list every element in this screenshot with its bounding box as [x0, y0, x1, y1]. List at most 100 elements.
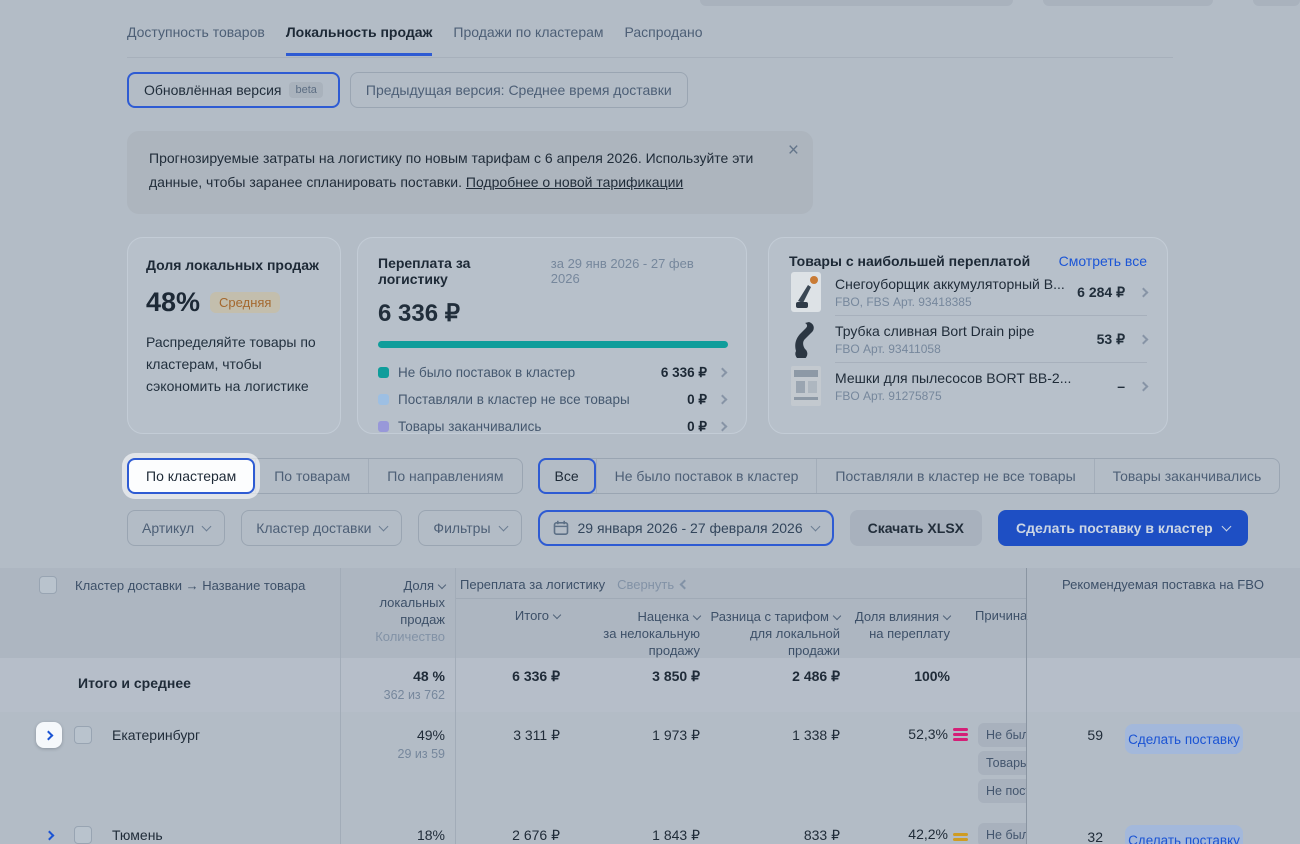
tabs-divider: [127, 57, 1173, 58]
segment-no-supplies[interactable]: Не было поставок в кластер: [595, 459, 817, 493]
sku-dropdown-label: Артикул: [142, 520, 195, 536]
collapse-link[interactable]: Свернуть: [617, 577, 690, 592]
overpay-period: за 29 янв 2026 - 27 фев 2026: [550, 256, 694, 286]
delivery-cluster-dropdown[interactable]: Кластер доставки: [241, 510, 403, 546]
banner-link[interactable]: Подробнее о новой тарификации: [465, 174, 684, 190]
chevron-down-icon: [378, 521, 389, 532]
sku-dropdown[interactable]: Артикул: [127, 510, 226, 546]
reason-tag: Товары заканчивались: [978, 751, 1026, 775]
version-toggle: Обновлённая версия beta Предыдущая верси…: [127, 72, 688, 108]
row-total: 2 676 ₽: [512, 827, 560, 843]
cluster-name: Екатеринбург: [112, 727, 201, 743]
table-row: Екатеринбург 49% 29 из 59 3 311 ₽ 1 973 …: [0, 712, 1300, 816]
column-markup-header[interactable]: Наценка за нелокальную продажу: [603, 609, 702, 658]
product-texts: Снегоуборщик аккумуляторный B... FBO, FB…: [835, 276, 1065, 309]
filter-row-grouping: По кластерам По товарам По направлениям …: [127, 458, 1281, 494]
filters-label: Фильтры: [433, 520, 491, 536]
make-supply-button[interactable]: Сделать поставку: [1125, 724, 1243, 754]
overpay-value: 6 336 ₽: [378, 300, 460, 327]
row-checkbox[interactable]: [74, 726, 92, 744]
chevron-down-icon: [201, 521, 212, 532]
overpay-group-label: Переплата за логистику: [460, 577, 606, 592]
summary-share: 48 %: [413, 668, 445, 684]
segment-partial-supplies[interactable]: Поставляли в кластер не все товары: [816, 459, 1093, 493]
impact-level-high-icon: [953, 727, 968, 741]
segment-all[interactable]: Все: [537, 458, 596, 494]
tab-sold-out[interactable]: Распродано: [624, 24, 703, 40]
sort-icon: [437, 580, 447, 590]
column-share-header[interactable]: Доля локальных продаж Количество: [375, 578, 447, 644]
previous-version-label: Предыдущая версия: Среднее время доставк…: [365, 82, 672, 98]
updated-version-button[interactable]: Обновлённая версия beta: [127, 72, 340, 108]
delivery-cluster-label: Кластер доставки: [256, 520, 372, 536]
segment-by-directions[interactable]: По направлениям: [368, 459, 521, 493]
local-share-card: Доля локальных продаж 48% Средняя Распре…: [127, 237, 341, 434]
column-border: [340, 568, 341, 844]
impact-level-medium-icon: [953, 828, 968, 841]
download-xlsx-label: Скачать XLSX: [867, 520, 964, 536]
clipped-top-element: [700, 0, 1013, 6]
tab-availability[interactable]: Доступность товаров: [127, 24, 265, 40]
group-divider: [455, 598, 1026, 599]
filters-dropdown[interactable]: Фильтры: [418, 510, 522, 546]
product-overpay-value: 6 284 ₽: [1077, 283, 1125, 300]
clipped-top-element: [1043, 0, 1213, 6]
row-reasons: Не было поставок в кластер: [978, 823, 1026, 844]
legend-row-no-supplies[interactable]: Не было поставок в кластер 6 336 ₽: [378, 359, 728, 386]
local-share-title: Доля локальных продаж: [146, 257, 319, 273]
product-row[interactable]: Мешки для пылесосов BORT BB-2... FBO Арт…: [789, 363, 1149, 409]
overpay-legend: Не было поставок в кластер 6 336 ₽ Поста…: [378, 359, 728, 440]
summary-impact: 100%: [914, 668, 950, 684]
legend-row-partial-supplies[interactable]: Поставляли в кластер не все товары 0 ₽: [378, 386, 728, 413]
legend-label: Не было поставок в кластер: [398, 365, 576, 380]
expand-row-button[interactable]: [43, 828, 57, 842]
make-supply-button[interactable]: Сделать поставку: [1125, 825, 1243, 844]
see-all-link[interactable]: Смотреть все: [1058, 253, 1147, 269]
supply-to-cluster-button[interactable]: Сделать поставку в кластер: [998, 510, 1248, 546]
blue-dot-icon: [378, 394, 389, 405]
tab-bar: Доступность товаров Локальность продаж П…: [127, 24, 703, 56]
summary-row: Итого и среднее 48 % 362 из 762 6 336 ₽ …: [0, 658, 1300, 712]
tab-locality[interactable]: Локальность продаж: [285, 24, 433, 56]
status-badge: Средняя: [210, 292, 281, 313]
legend-value: 0 ₽: [687, 391, 707, 407]
product-image-snowblower: [789, 271, 823, 313]
product-row[interactable]: Трубка сливная Bort Drain pipe FBO Арт. …: [789, 316, 1149, 362]
column-border: [455, 568, 456, 844]
legend-row-out-of-stock[interactable]: Товары заканчивались 0 ₽: [378, 413, 728, 440]
close-icon[interactable]: ×: [787, 140, 799, 161]
product-row[interactable]: Снегоуборщик аккумуляторный B... FBO, FB…: [789, 269, 1149, 315]
row-reasons: Не было поставок в кластер Товары заканч…: [978, 723, 1026, 803]
purple-dot-icon: [378, 421, 389, 432]
local-share-value: 48%: [146, 287, 201, 317]
row-markup: 1 843 ₽: [652, 827, 700, 843]
segment-by-products[interactable]: По товарам: [255, 459, 368, 493]
column-total-header[interactable]: Итого: [455, 608, 562, 623]
row-total: 3 311 ₽: [513, 727, 560, 743]
product-overpay-value: 53 ₽: [1096, 330, 1125, 347]
product-image-drain-pipe: [789, 318, 823, 360]
select-all-checkbox[interactable]: [39, 576, 57, 594]
table-header: Кластер доставки → Название товара Доля …: [0, 568, 1300, 658]
segment-out-of-stock[interactable]: Товары заканчивались: [1093, 459, 1280, 493]
previous-version-button[interactable]: Предыдущая версия: Среднее время доставк…: [349, 72, 688, 108]
summary-share-count: 362 из 762: [383, 688, 445, 702]
segment-by-clusters[interactable]: По кластерам: [127, 458, 256, 494]
reason-segments: Все Не было поставок в кластер Поставлял…: [537, 458, 1281, 494]
row-markup: 1 973 ₽: [652, 727, 700, 743]
date-range-picker[interactable]: 29 января 2026 - 27 февраля 2026: [537, 510, 834, 546]
product-meta: FBO, FBS Арт. 93418385: [835, 294, 972, 309]
column-diff-header[interactable]: Разница с тарифом для локальной продажи: [710, 609, 842, 658]
row-checkbox[interactable]: [74, 826, 92, 844]
chevron-left-icon: [679, 579, 690, 590]
column-impact-header[interactable]: Доля влияния на переплату: [854, 609, 952, 641]
date-range-value: 29 января 2026 - 27 февраля 2026: [577, 520, 803, 536]
download-xlsx-button[interactable]: Скачать XLSX: [849, 510, 982, 546]
tab-cluster-sales[interactable]: Продажи по кластерам: [453, 24, 604, 40]
expand-row-button[interactable]: [36, 722, 62, 748]
summary-total: 6 336 ₽: [512, 668, 560, 684]
column-fbo-header: Рекомендуемая поставка на FBO: [1061, 577, 1264, 592]
row-impact: 42,2%: [810, 826, 968, 842]
teal-dot-icon: [378, 367, 389, 378]
